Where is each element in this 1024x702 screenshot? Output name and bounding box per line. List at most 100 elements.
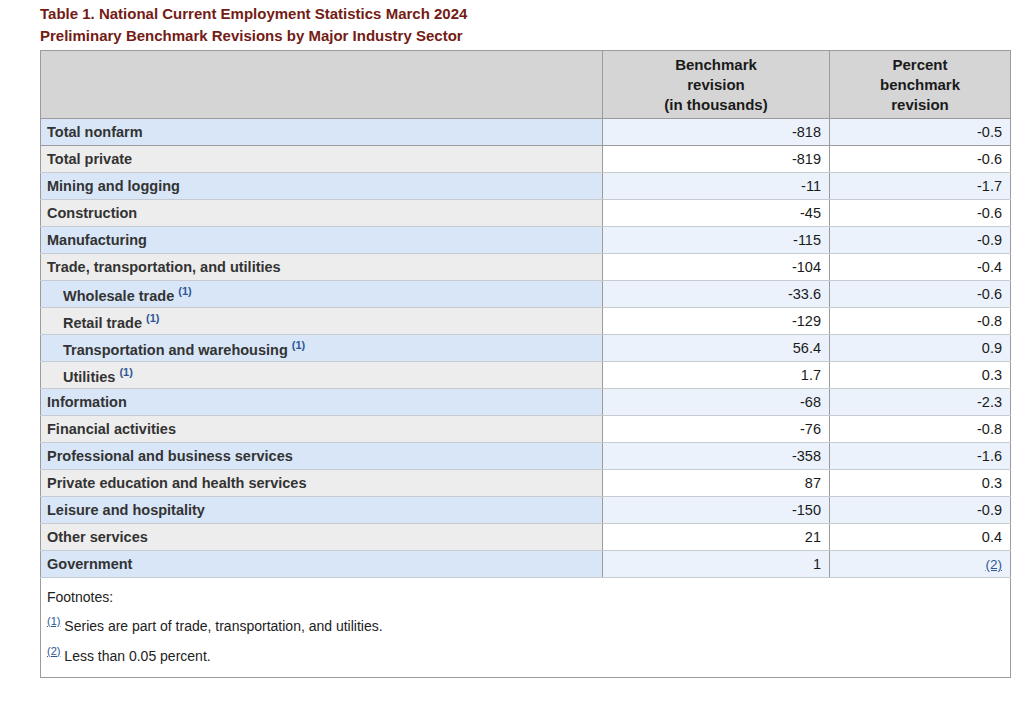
table-row: Manufacturing -115-0.9: [41, 227, 1011, 254]
industry-label-cell: Transportation and warehousing (1): [41, 335, 603, 362]
table-row: Transportation and warehousing (1)56.40.…: [41, 335, 1011, 362]
benchmark-revision-value: 1: [603, 551, 830, 578]
percent-revision-value: -0.4: [830, 254, 1011, 281]
footnote-ref-link[interactable]: (1): [119, 366, 132, 378]
industry-label: Private education and health services: [47, 475, 307, 491]
industry-label-cell: Other services: [41, 524, 603, 551]
table-body: Total nonfarm-818-0.5Total private-819-0…: [41, 119, 1011, 578]
benchmark-revision-value: -33.6: [603, 281, 830, 308]
industry-label: Wholesale trade: [63, 287, 174, 303]
industry-label: Leisure and hospitality: [47, 502, 205, 518]
percent-revision-value: -0.5: [830, 119, 1011, 146]
benchmark-revisions-table: Benchmark revision (in thousands) Percen…: [40, 50, 1011, 678]
industry-label: Manufacturing: [47, 232, 147, 248]
footnotes-heading: Footnotes:: [47, 585, 1004, 609]
table-row: Information-68-2.3: [41, 389, 1011, 416]
table-row: Private education and health services 870…: [41, 470, 1011, 497]
footnote-list: (1) Series are part of trade, transporta…: [47, 609, 1004, 668]
page-title-line2: Preliminary Benchmark Revisions by Major…: [40, 25, 1010, 47]
benchmark-revision-value: -115: [603, 227, 830, 254]
percent-revision-value: -0.9: [830, 227, 1011, 254]
benchmark-revision-value: 87: [603, 470, 830, 497]
percent-revision-value: 0.3: [830, 362, 1011, 389]
footnote-marker-link[interactable]: (2): [47, 645, 60, 657]
benchmark-revision-value: 21: [603, 524, 830, 551]
table-row: Mining and logging-11-1.7: [41, 173, 1011, 200]
industry-label-cell: Private education and health services: [41, 470, 603, 497]
footnote-ref-link[interactable]: (1): [146, 312, 159, 324]
percent-revision-value: -0.6: [830, 200, 1011, 227]
industry-label-cell: Utilities (1): [41, 362, 603, 389]
industry-label-cell: Construction: [41, 200, 603, 227]
percent-revision-value: -0.8: [830, 416, 1011, 443]
percent-revision-value: -0.6: [830, 281, 1011, 308]
industry-label-cell: Total nonfarm: [41, 119, 603, 146]
industry-label-cell: Leisure and hospitality: [41, 497, 603, 524]
footnote-marker-link[interactable]: (1): [47, 615, 60, 627]
industry-label: Construction: [47, 205, 137, 221]
table-row: Other services 210.4: [41, 524, 1011, 551]
benchmark-revision-value: -129: [603, 308, 830, 335]
benchmark-revision-value: 1.7: [603, 362, 830, 389]
industry-label: Government: [47, 556, 132, 572]
percent-revision-value: -1.7: [830, 173, 1011, 200]
industry-label-cell: Manufacturing: [41, 227, 603, 254]
industry-label-cell: Wholesale trade (1): [41, 281, 603, 308]
industry-label-cell: Total private: [41, 146, 603, 173]
percent-revision-value: -0.6: [830, 146, 1011, 173]
industry-label-cell: Financial activities: [41, 416, 603, 443]
header-industry-sector: [41, 51, 603, 119]
benchmark-revision-value: 56.4: [603, 335, 830, 362]
page: Table 1. National Current Employment Sta…: [0, 0, 1024, 702]
footnote-ref-link[interactable]: (2): [986, 557, 1003, 572]
table-row: Utilities (1)1.70.3: [41, 362, 1011, 389]
footnote-item: (2) Less than 0.05 percent.: [47, 639, 1004, 669]
percent-revision-value: -0.8: [830, 308, 1011, 335]
table-row: Trade, transportation, and utilities -104…: [41, 254, 1011, 281]
benchmark-revision-value: -11: [603, 173, 830, 200]
industry-label-cell: Government: [41, 551, 603, 578]
benchmark-revision-value: -76: [603, 416, 830, 443]
benchmark-revision-value: -104: [603, 254, 830, 281]
benchmark-revision-value: -358: [603, 443, 830, 470]
percent-revision-value: (2): [830, 551, 1011, 578]
percent-revision-value: 0.4: [830, 524, 1011, 551]
industry-label: Retail trade: [63, 314, 142, 330]
industry-label: Utilities: [63, 368, 115, 384]
footnote-item: (1) Series are part of trade, transporta…: [47, 609, 1004, 639]
industry-label: Professional and business services: [47, 448, 293, 464]
benchmark-revision-value: -818: [603, 119, 830, 146]
industry-label: Trade, transportation, and utilities: [47, 259, 281, 275]
industry-label: Transportation and warehousing: [63, 341, 288, 357]
page-title-line1: Table 1. National Current Employment Sta…: [40, 3, 1010, 25]
industry-label: Information: [47, 394, 127, 410]
industry-label-cell: Trade, transportation, and utilities: [41, 254, 603, 281]
percent-revision-value: 0.9: [830, 335, 1011, 362]
percent-revision-value: 0.3: [830, 470, 1011, 497]
industry-label-cell: Retail trade (1): [41, 308, 603, 335]
benchmark-revision-value: -819: [603, 146, 830, 173]
footnote-ref-link[interactable]: (1): [178, 285, 191, 297]
benchmark-revision-value: -45: [603, 200, 830, 227]
table-row: Total private -819-0.6: [41, 146, 1011, 173]
footnotes-row: Footnotes: (1) Series are part of trade,…: [41, 578, 1011, 678]
table-row: Retail trade (1)-129-0.8: [41, 308, 1011, 335]
footnote-ref-link[interactable]: (1): [292, 339, 305, 351]
table-row: Total nonfarm -818-0.5: [41, 119, 1011, 146]
industry-label-cell: Information: [41, 389, 603, 416]
footnotes: Footnotes: (1) Series are part of trade,…: [41, 578, 1011, 678]
table-row: Wholesale trade (1)-33.6-0.6: [41, 281, 1011, 308]
table-row: Leisure and hospitality-150-0.9: [41, 497, 1011, 524]
industry-label: Total private: [47, 151, 132, 167]
percent-revision-value: -0.9: [830, 497, 1011, 524]
table-row: Government 1 (2): [41, 551, 1011, 578]
percent-revision-value: -2.3: [830, 389, 1011, 416]
industry-label: Financial activities: [47, 421, 176, 437]
table-row: Financial activities -76-0.8: [41, 416, 1011, 443]
industry-label-cell: Mining and logging: [41, 173, 603, 200]
industry-label-cell: Professional and business services: [41, 443, 603, 470]
table-row: Professional and business services-358-1…: [41, 443, 1011, 470]
industry-label: Other services: [47, 529, 148, 545]
table-row: Construction -45-0.6: [41, 200, 1011, 227]
industry-label: Total nonfarm: [47, 124, 143, 140]
